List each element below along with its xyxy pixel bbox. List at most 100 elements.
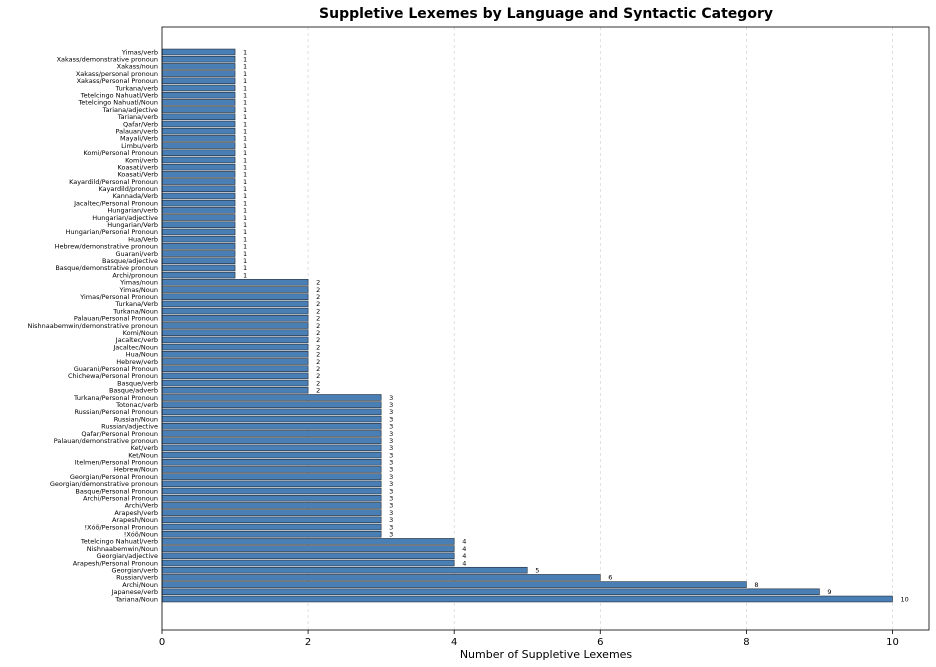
bar	[161, 264, 236, 272]
bar	[161, 516, 382, 524]
data-label: 2	[316, 322, 320, 330]
data-label: 5	[535, 567, 539, 575]
y-tick-label: Tetelcingo Nahuatl/Noun	[77, 99, 158, 107]
data-label: 1	[243, 178, 247, 186]
y-tick-label: Tariana/Noun	[114, 595, 158, 603]
bar	[161, 545, 455, 552]
bar	[161, 538, 455, 545]
bar	[161, 530, 382, 538]
y-tick-label: Hua/Verb	[128, 235, 158, 243]
bar	[161, 487, 382, 495]
bar	[161, 574, 601, 581]
bar	[161, 458, 382, 466]
data-label: 1	[243, 185, 247, 193]
y-tick-label: Jacaltec/Noun	[112, 343, 158, 351]
bar	[161, 63, 236, 70]
bar	[161, 135, 236, 142]
y-tick-label: Ket/Noun	[128, 451, 158, 459]
bar	[161, 293, 309, 300]
y-tick-label: Archi/pronoun	[112, 271, 158, 279]
y-tick-label: Hungarian/verb	[107, 207, 158, 215]
x-tick-label: 0	[159, 637, 165, 648]
bar	[161, 430, 382, 437]
y-tick-label: Yimas/verb	[121, 48, 158, 56]
data-label: 2	[316, 336, 320, 344]
y-tick-label: Georgian/verb	[112, 567, 158, 575]
bar	[161, 466, 382, 473]
bar	[161, 502, 382, 509]
y-tick-label: Russian/Personal Pronoun	[74, 408, 158, 416]
x-tick-label: 6	[597, 637, 603, 648]
bar	[161, 307, 309, 315]
bar	[161, 185, 236, 193]
data-label: 4	[462, 545, 466, 553]
bar	[161, 322, 309, 329]
bar	[161, 451, 382, 459]
bar	[161, 387, 309, 394]
bar	[161, 48, 236, 56]
bar	[161, 55, 236, 63]
data-label: 1	[243, 63, 247, 71]
bar	[161, 566, 528, 574]
bar	[161, 70, 236, 77]
data-label: 2	[316, 279, 320, 287]
bar	[161, 588, 820, 596]
bar	[161, 480, 382, 488]
data-label: 3	[389, 523, 393, 531]
data-label: 8	[754, 581, 758, 589]
y-tick-label: Turkana/Personal Pronoun	[73, 394, 158, 402]
plot-frame	[161, 26, 930, 631]
y-tick-label: Palauan/verb	[116, 127, 158, 135]
y-tick-label: Yimas/Noun	[118, 286, 158, 294]
bar	[161, 279, 309, 286]
data-label: 3	[389, 437, 393, 445]
bar	[161, 149, 236, 157]
y-tick-label: Komi/verb	[125, 156, 158, 164]
y-tick-label: Archi/Noun	[122, 581, 158, 589]
y-tick-label: Turkana/Verb	[115, 300, 158, 308]
y-tick-label: Russian/verb	[116, 574, 158, 582]
data-label: 4	[462, 538, 466, 546]
data-label: 2	[316, 365, 320, 373]
data-label: 1	[243, 264, 247, 272]
bar	[161, 250, 236, 257]
bar	[161, 235, 236, 243]
y-tick-label: Nishnaabemwin/demonstrative pronoun	[27, 322, 158, 330]
y-tick-label: Koasati/verb	[118, 163, 158, 171]
y-tick-label: Basque/demonstrative pronoun	[55, 264, 158, 272]
y-tick-label: !Xóõ/Personal Pronoun	[84, 523, 158, 531]
data-label: 1	[243, 70, 247, 78]
y-tick-label: Jacaltec/verb	[115, 336, 158, 344]
data-label: 1	[243, 113, 247, 121]
y-tick-label: Hungarian/Personal Pronoun	[66, 228, 158, 236]
data-label: 2	[316, 300, 320, 308]
data-label: 3	[389, 516, 393, 524]
chart-title: Suppletive Lexemes by Language and Synta…	[319, 6, 773, 22]
y-tick-label: Georgian/Personal Pronoun	[70, 473, 158, 481]
bar	[161, 84, 236, 92]
bar	[161, 221, 236, 228]
bar	[161, 401, 382, 408]
data-label: 1	[243, 142, 247, 150]
data-label: 2	[316, 293, 320, 301]
data-label: 3	[389, 480, 393, 488]
bar	[161, 127, 236, 135]
data-labels: 1111111111111111111111111111111122222222…	[243, 48, 909, 603]
bar	[161, 379, 309, 387]
data-label: 1	[243, 257, 247, 265]
y-tick-label: Turkana/verb	[115, 84, 158, 92]
data-label: 3	[389, 408, 393, 416]
y-tick-label: Georgian/adjective	[97, 552, 158, 560]
data-label: 2	[316, 358, 320, 366]
data-label: 2	[316, 351, 320, 359]
data-label: 1	[243, 106, 247, 114]
data-label: 1	[243, 48, 247, 56]
bar	[161, 336, 309, 344]
y-tick-label: Hungarian/Verb	[107, 221, 158, 229]
bar	[161, 77, 236, 85]
bar	[161, 581, 747, 588]
y-tick-label: Xakass/personal pronoun	[76, 70, 158, 78]
data-label: 1	[243, 207, 247, 215]
